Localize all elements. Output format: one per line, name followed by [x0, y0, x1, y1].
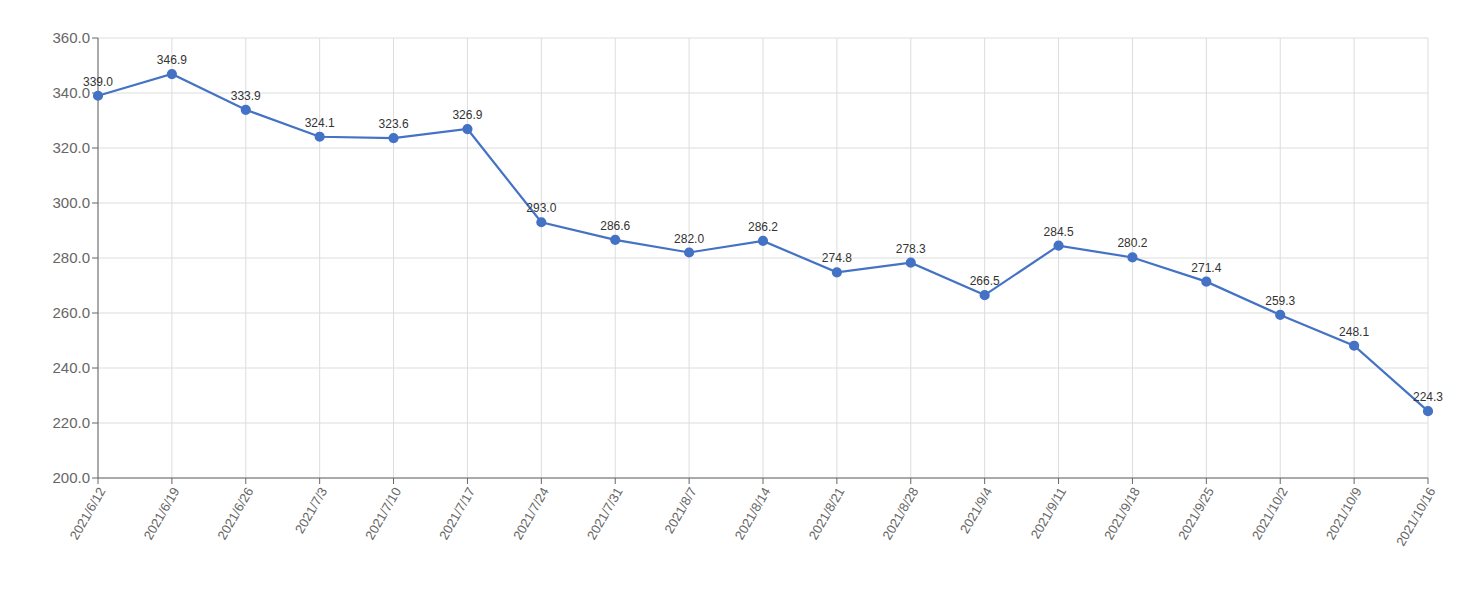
svg-text:324.1: 324.1 — [305, 116, 335, 130]
svg-text:2021/7/10: 2021/7/10 — [362, 485, 404, 543]
svg-text:2021/9/25: 2021/9/25 — [1175, 485, 1217, 543]
svg-text:2021/6/12: 2021/6/12 — [67, 485, 109, 543]
svg-text:2021/7/3: 2021/7/3 — [292, 485, 330, 536]
svg-text:320.0: 320.0 — [52, 139, 90, 156]
svg-text:2021/10/16: 2021/10/16 — [1393, 485, 1439, 549]
svg-text:340.0: 340.0 — [52, 84, 90, 102]
svg-text:282.0: 282.0 — [674, 232, 704, 246]
svg-text:259.3: 259.3 — [1265, 294, 1295, 308]
svg-text:2021/8/21: 2021/8/21 — [806, 485, 848, 543]
svg-text:266.5: 266.5 — [970, 274, 1000, 288]
svg-text:2021/6/26: 2021/6/26 — [214, 485, 256, 543]
svg-text:2021/7/24: 2021/7/24 — [510, 485, 552, 543]
svg-text:274.8: 274.8 — [822, 251, 852, 265]
svg-text:200.0: 200.0 — [52, 469, 90, 486]
svg-text:339.0: 339.0 — [83, 75, 113, 89]
svg-text:284.5: 284.5 — [1044, 225, 1074, 239]
svg-text:2021/8/14: 2021/8/14 — [732, 485, 774, 543]
svg-text:2021/6/19: 2021/6/19 — [141, 485, 183, 543]
svg-text:346.9: 346.9 — [157, 53, 187, 67]
svg-text:240.0: 240.0 — [52, 359, 90, 376]
svg-text:326.9: 326.9 — [452, 108, 482, 122]
svg-text:224.3: 224.3 — [1413, 390, 1443, 404]
svg-text:333.9: 333.9 — [231, 89, 261, 103]
svg-text:280.2: 280.2 — [1117, 236, 1147, 250]
svg-text:323.6: 323.6 — [379, 117, 409, 131]
svg-text:300.0: 300.0 — [52, 194, 90, 211]
svg-text:2021/7/17: 2021/7/17 — [436, 485, 478, 543]
svg-text:2021/10/9: 2021/10/9 — [1323, 485, 1365, 543]
svg-text:2021/7/31: 2021/7/31 — [584, 485, 626, 543]
svg-text:293.0: 293.0 — [526, 201, 556, 215]
svg-text:2021/8/28: 2021/8/28 — [879, 485, 921, 543]
svg-text:2021/9/4: 2021/9/4 — [957, 485, 995, 536]
svg-text:220.0: 220.0 — [52, 414, 90, 431]
svg-text:360.0: 360.0 — [52, 29, 90, 46]
svg-text:2021/9/11: 2021/9/11 — [1028, 485, 1069, 542]
svg-text:271.4: 271.4 — [1191, 261, 1221, 275]
svg-text:286.2: 286.2 — [748, 220, 778, 234]
svg-text:248.1: 248.1 — [1339, 325, 1369, 339]
svg-text:278.3: 278.3 — [896, 242, 926, 256]
svg-text:2021/10/2: 2021/10/2 — [1249, 485, 1291, 543]
svg-text:260.0: 260.0 — [52, 304, 90, 321]
svg-text:2021/8/7: 2021/8/7 — [661, 485, 699, 536]
svg-text:2021/9/18: 2021/9/18 — [1101, 485, 1143, 543]
svg-text:286.6: 286.6 — [600, 219, 630, 233]
svg-text:280.0: 280.0 — [52, 249, 90, 266]
